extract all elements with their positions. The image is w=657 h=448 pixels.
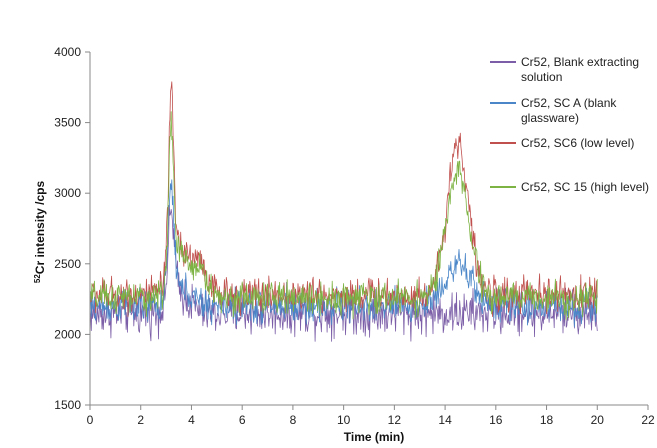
legend-label-1: solution xyxy=(521,70,562,84)
y-tick-label: 3500 xyxy=(54,116,81,130)
plot-area xyxy=(89,81,598,342)
x-tick-label: 18 xyxy=(540,413,554,427)
y-tick-label: 2500 xyxy=(54,257,81,271)
x-tick-label: 0 xyxy=(87,413,94,427)
y-axis-title-text: Cr intensity /cps xyxy=(33,181,47,275)
y-tick-label: 1500 xyxy=(54,398,81,412)
legend-label-3: Cr52, SC6 (low level) xyxy=(521,136,634,150)
y-tick-label: 4000 xyxy=(54,45,81,59)
legend-label-4: Cr52, SC 15 (high level) xyxy=(521,180,649,194)
x-tick-label: 8 xyxy=(290,413,297,427)
x-axis-title: Time (min) xyxy=(344,430,404,444)
x-tick-label: 10 xyxy=(337,413,351,427)
x-tick-label: 22 xyxy=(641,413,655,427)
x-tick-label: 2 xyxy=(137,413,144,427)
series-line-4 xyxy=(89,111,598,321)
y-tick-label: 2000 xyxy=(54,327,81,341)
y-axis-title: 52Cr intensity /cps xyxy=(33,181,48,284)
x-tick-label: 20 xyxy=(591,413,605,427)
y-tick-label: 3000 xyxy=(54,186,81,200)
legend-label-2: Cr52, SC A (blank xyxy=(521,96,617,110)
y-axis-title-sup: 52 xyxy=(33,274,42,283)
x-tick-label: 6 xyxy=(239,413,246,427)
legend-label-2: glassware) xyxy=(521,111,579,125)
x-tick-label: 16 xyxy=(489,413,503,427)
x-tick-label: 14 xyxy=(438,413,452,427)
x-tick-label: 12 xyxy=(388,413,402,427)
axes: 1500 2000 2500 3000 3500 4000 0 2 4 6 8 10 12 14 16 18 2… xyxy=(54,45,655,427)
legend-label-1: Cr52, Blank extracting xyxy=(521,55,639,69)
x-tick-label: 4 xyxy=(188,413,195,427)
